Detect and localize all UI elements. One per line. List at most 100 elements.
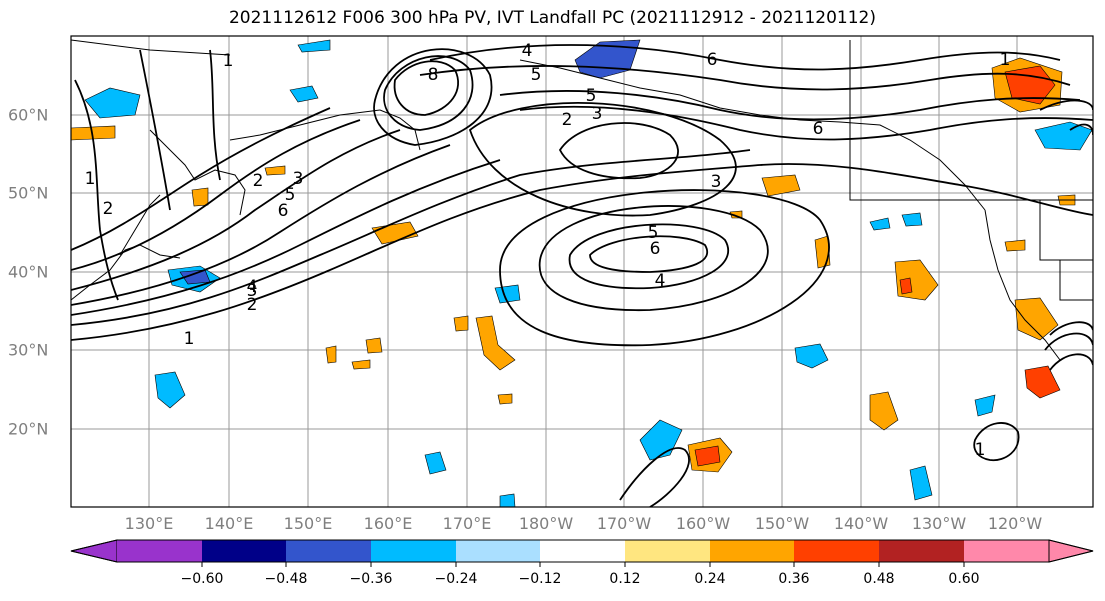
lat-tick-label: 60°N bbox=[8, 105, 49, 125]
colorbar-bin bbox=[625, 540, 710, 562]
pv-neg-blob bbox=[154, 371, 186, 409]
pv-pos-blob bbox=[453, 315, 469, 332]
contour-label: 6 bbox=[278, 201, 289, 221]
contour-label: 8 bbox=[428, 65, 439, 85]
contour-label: 2 bbox=[103, 199, 114, 219]
colorbar-tick-label: 0.48 bbox=[863, 571, 895, 587]
pv-pos-blob bbox=[694, 445, 721, 467]
contour-label: 2 bbox=[247, 295, 258, 315]
contour-label: 3 bbox=[592, 104, 603, 124]
contour-label-group: 1 2 3 4 5 6 8 2 3 5 6 1 2 3 5 6 3 5 6 4 … bbox=[85, 41, 1011, 460]
pv-neg-blob bbox=[289, 85, 319, 103]
pv-pos-blob bbox=[869, 391, 899, 431]
lon-tick-label: 120°W bbox=[987, 514, 1043, 533]
contour-label: 1 bbox=[184, 329, 195, 349]
colorbar bbox=[70, 539, 1094, 567]
colorbar-bin bbox=[540, 540, 625, 562]
contour-label: 3 bbox=[293, 169, 304, 189]
colorbar-tick-label: 0.24 bbox=[694, 571, 726, 587]
colorbar-bin bbox=[286, 540, 371, 562]
colorbar-bin bbox=[202, 540, 286, 562]
colorbar-bin bbox=[794, 540, 879, 562]
colorbar-tick-label: 0.60 bbox=[948, 571, 980, 587]
colorbar-bin bbox=[710, 540, 794, 562]
lon-tick-label: 140°W bbox=[833, 514, 889, 533]
lat-tick-label: 20°N bbox=[8, 419, 49, 439]
pv-pos-blob bbox=[497, 393, 513, 405]
colorbar-bin bbox=[117, 540, 202, 562]
contour-label: 1 bbox=[85, 169, 96, 189]
lon-tick-label: 180°W bbox=[518, 514, 574, 533]
pv-neg-blob bbox=[869, 217, 891, 231]
lon-tick-label: 130°W bbox=[911, 514, 967, 533]
pv-pos-blob bbox=[1024, 365, 1061, 399]
pv-neg-blob bbox=[901, 212, 923, 227]
pv-pos-blob bbox=[71, 125, 116, 141]
pv-pos-blob bbox=[1004, 239, 1026, 252]
lat-tick-label: 40°N bbox=[8, 262, 49, 282]
colorbar-tick-label: −0.60 bbox=[180, 571, 224, 587]
pv-neg-blob bbox=[297, 39, 331, 53]
pv-neg-blob bbox=[1034, 121, 1093, 151]
pv-pos-blob bbox=[351, 359, 371, 370]
contour-label: 2 bbox=[562, 110, 573, 130]
contour-label: 1 bbox=[1000, 50, 1011, 70]
contour-label: 4 bbox=[247, 277, 258, 297]
lon-tick-label: 150°W bbox=[754, 514, 810, 533]
lon-tick-label: 160°W bbox=[675, 514, 731, 533]
contour-label: 3 bbox=[247, 281, 258, 301]
contour-label: 2 bbox=[253, 171, 264, 191]
colorbar-tick-label: −0.48 bbox=[264, 571, 308, 587]
ivt-contours bbox=[71, 44, 1093, 507]
pv-neg-blob bbox=[84, 87, 141, 119]
contour-label: 4 bbox=[655, 271, 666, 291]
pv-neg-blob bbox=[424, 451, 447, 475]
lon-tick-label: 170°E bbox=[442, 514, 492, 533]
colorbar-tick-label: −0.36 bbox=[349, 571, 393, 587]
pv-neg-blob bbox=[499, 493, 516, 507]
pv-pos-blob bbox=[475, 315, 516, 371]
colorbar-bin bbox=[964, 540, 1049, 562]
contour-label: 6 bbox=[813, 119, 824, 139]
contour-label: 6 bbox=[650, 239, 661, 259]
pv-neg-blob bbox=[909, 465, 933, 501]
pv-neg-blob bbox=[494, 284, 521, 304]
pv-pos-blob bbox=[191, 187, 209, 207]
map-frame bbox=[70, 35, 1094, 508]
colorbar-min-arrow bbox=[70, 539, 118, 563]
colorbar-tick-label: −0.12 bbox=[518, 571, 562, 587]
lon-tick-label: 170°W bbox=[596, 514, 652, 533]
lat-tick-label: 30°N bbox=[8, 340, 49, 360]
colorbar-bin bbox=[371, 540, 456, 562]
pv-pos-blob bbox=[899, 277, 913, 295]
pv-pos-blob bbox=[1014, 297, 1059, 341]
lat-tick-label: 50°N bbox=[8, 183, 49, 203]
colorbar-bin bbox=[879, 540, 964, 562]
lon-tick-label: 130°E bbox=[124, 514, 174, 533]
chart-title: 2021112612 F006 300 hPa PV, IVT Landfall… bbox=[228, 8, 876, 28]
colorbar-tick-label: 0.12 bbox=[609, 571, 641, 587]
contour-label: 5 bbox=[648, 223, 659, 243]
colorbar-bin bbox=[456, 540, 540, 562]
contour-label: 3 bbox=[711, 172, 722, 192]
lon-tick-label: 160°E bbox=[363, 514, 413, 533]
pv-pos-blob bbox=[264, 165, 286, 176]
lon-tick-label: 150°E bbox=[283, 514, 333, 533]
contour-label: 1 bbox=[223, 51, 234, 71]
contour-label: 5 bbox=[531, 65, 542, 85]
pv-pos-blob bbox=[325, 345, 337, 364]
contour-label: 5 bbox=[586, 86, 597, 106]
pv-pos-blob bbox=[365, 337, 383, 354]
pv-neg-blob bbox=[974, 394, 996, 417]
colorbar-outline bbox=[70, 539, 1094, 563]
pv-neg-blob bbox=[794, 343, 829, 369]
lon-tick-label: 140°E bbox=[204, 514, 254, 533]
pv-pos-blob bbox=[1004, 65, 1056, 105]
contour-label: 4 bbox=[522, 41, 533, 61]
pv-shading bbox=[71, 39, 1093, 507]
contour-label: 5 bbox=[285, 185, 296, 205]
colorbar-tick-label: −0.24 bbox=[434, 571, 478, 587]
contour-label: 6 bbox=[707, 50, 718, 70]
pv-pos-blob bbox=[761, 174, 801, 197]
